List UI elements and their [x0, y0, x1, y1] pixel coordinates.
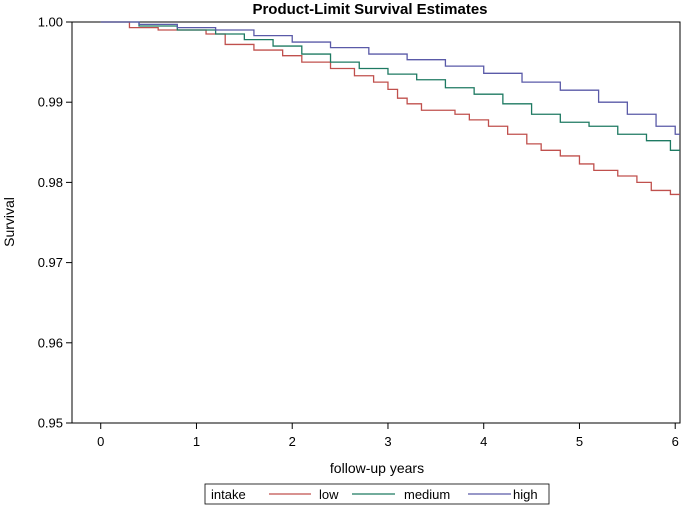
- x-tick-label: 1: [193, 434, 200, 449]
- x-axis: 0 1 2 3 4 5 6: [97, 423, 679, 449]
- x-tick-label: 5: [576, 434, 583, 449]
- plot-frame: [71, 21, 681, 424]
- y-tick-label: 0.99: [38, 95, 63, 110]
- legend-title: intake: [211, 487, 246, 502]
- x-tick-label: 2: [289, 434, 296, 449]
- x-axis-label: follow-up years: [330, 460, 424, 476]
- x-tick-label: 6: [672, 434, 679, 449]
- x-tick-label: 3: [384, 434, 391, 449]
- x-tick-label: 4: [480, 434, 487, 449]
- y-tick-label: 0.98: [38, 175, 63, 190]
- series-line-high: [100, 21, 680, 135]
- series-group: [100, 21, 680, 196]
- legend-label-medium: medium: [404, 487, 450, 502]
- chart-title: Product-Limit Survival Estimates: [252, 1, 487, 18]
- y-tick-label: 0.95: [38, 416, 63, 431]
- y-tick-label: 0.96: [38, 335, 63, 350]
- legend: intake low medium high: [204, 483, 550, 505]
- legend-label-low: low: [319, 487, 339, 502]
- series-line-low: [100, 21, 680, 196]
- y-tick-label: 1.00: [38, 15, 63, 30]
- series-line-medium: [100, 21, 680, 151]
- legend-label-high: high: [513, 487, 538, 502]
- y-tick-label: 0.97: [38, 255, 63, 270]
- y-axis: 0.95 0.96 0.97 0.98 0.99 1.00: [38, 15, 72, 431]
- x-tick-label: 0: [97, 434, 104, 449]
- y-axis-label: Survival: [1, 197, 17, 247]
